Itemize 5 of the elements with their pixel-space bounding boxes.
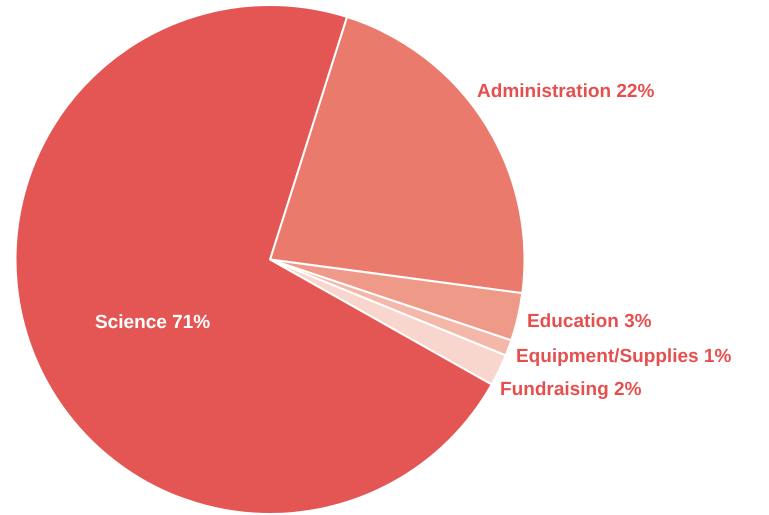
slice-label: Fundraising 2% [500, 379, 642, 400]
slice-label: Science 71% [95, 312, 210, 334]
slice-label: Education 3% [527, 311, 652, 332]
slice-label: Equipment/Supplies 1% [516, 346, 732, 368]
slice-label: Administration 22% [477, 81, 654, 102]
